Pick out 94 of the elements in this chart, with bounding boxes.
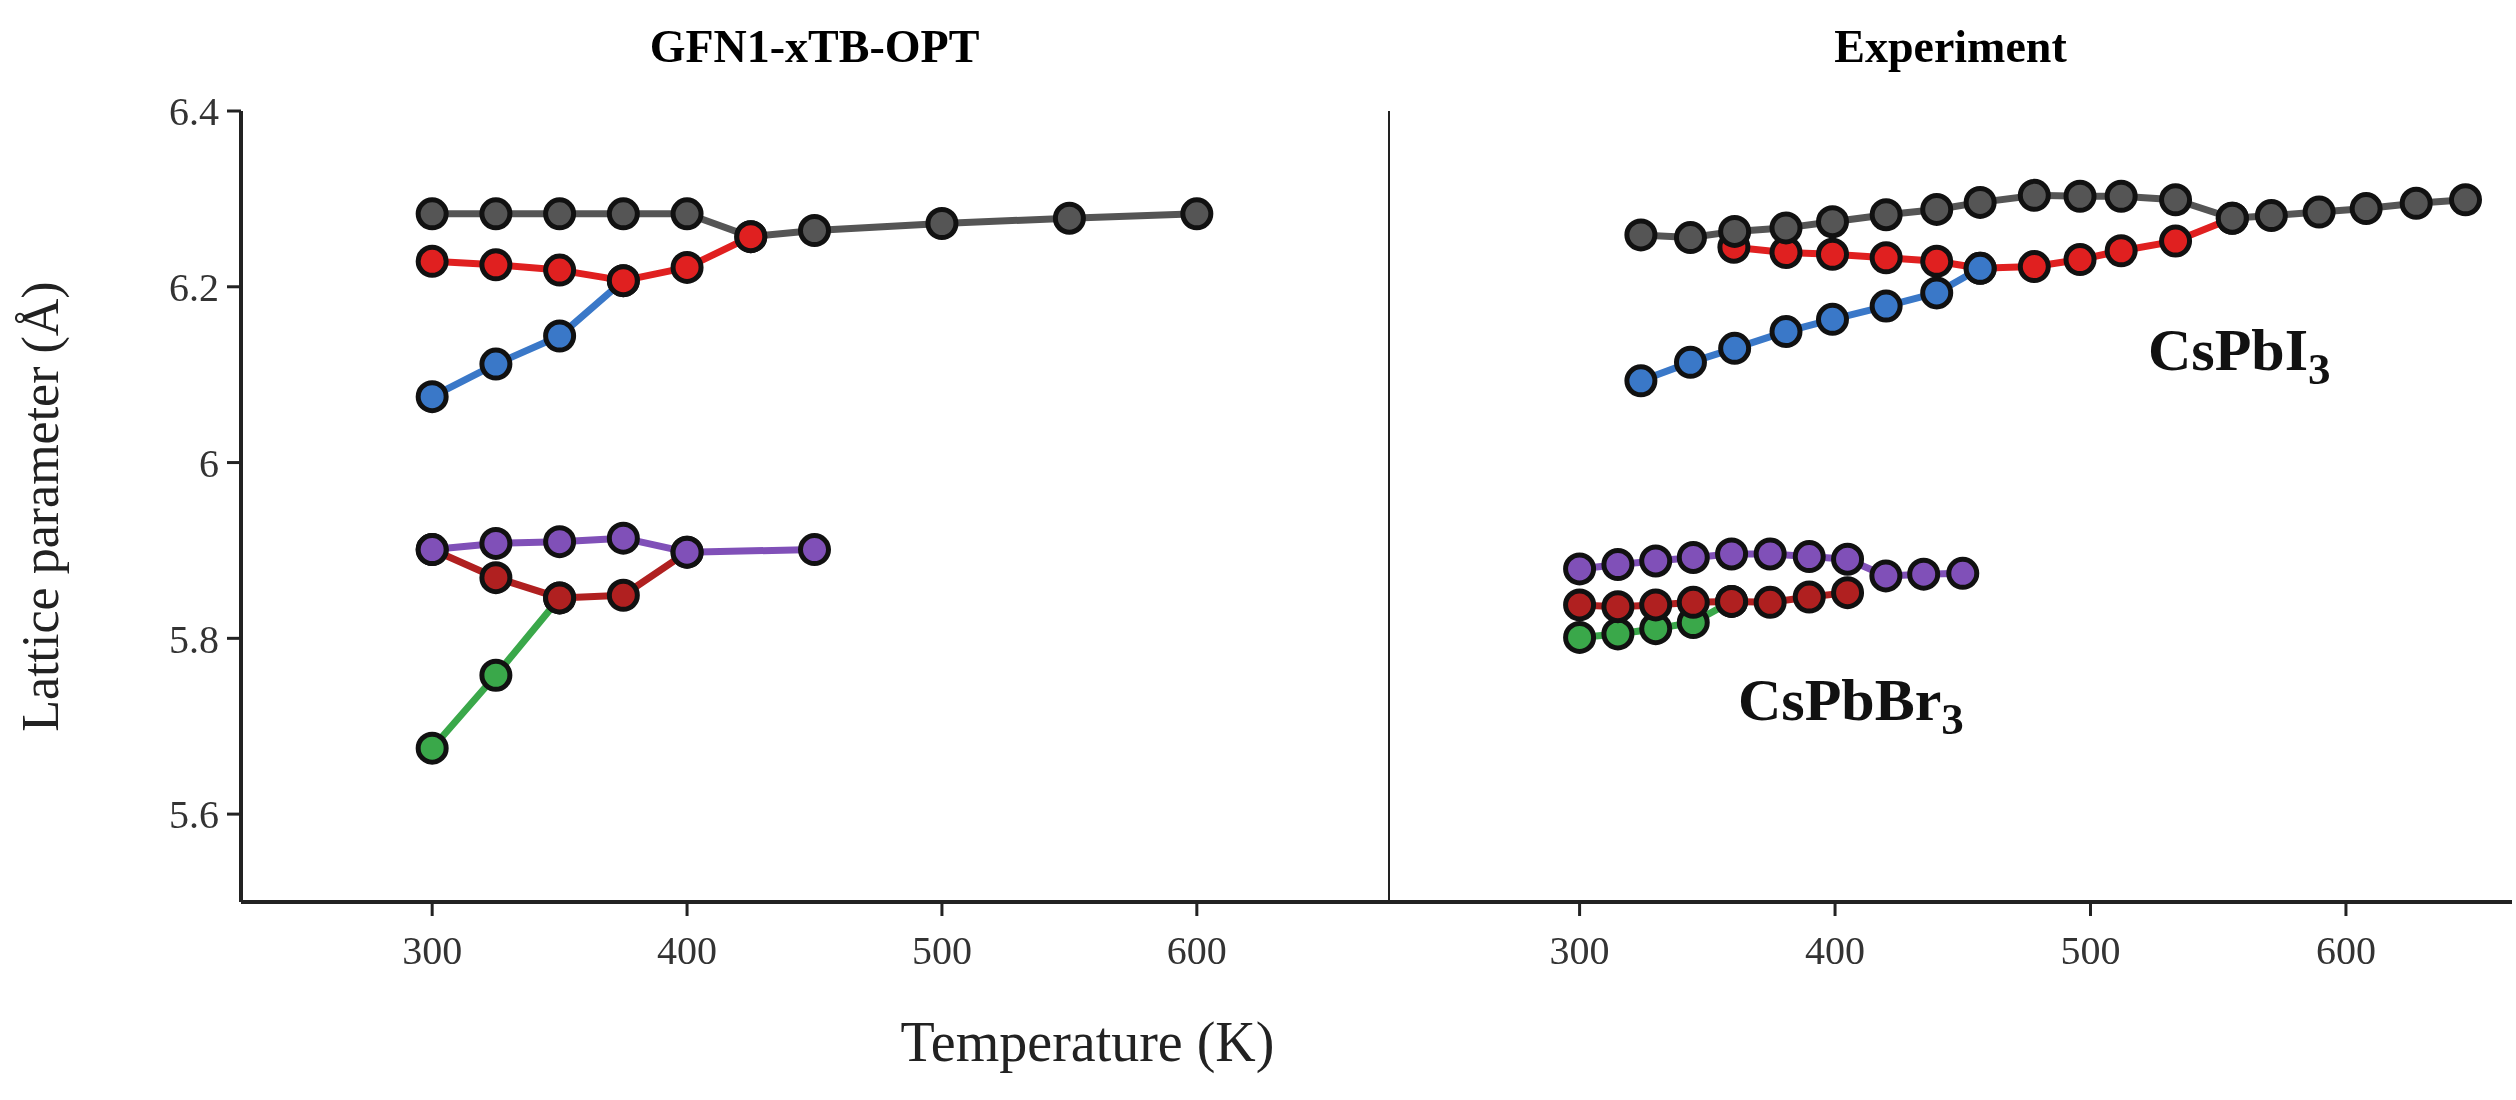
point [479, 658, 513, 692]
point [2017, 178, 2051, 212]
point [415, 380, 449, 414]
point [2399, 186, 2433, 220]
point [670, 197, 704, 231]
point [1563, 620, 1597, 654]
point [1715, 537, 1749, 571]
point [479, 526, 513, 560]
point [543, 319, 577, 353]
point [1792, 540, 1826, 574]
point [2302, 195, 2336, 229]
point [2017, 250, 2051, 284]
point [2254, 199, 2288, 233]
x-tick-label: 600 [2315, 928, 2376, 974]
point [1946, 556, 1980, 590]
annotation: CsPbI$_{3}$ [2148, 317, 2331, 394]
point [1180, 197, 1214, 231]
point [1920, 276, 1954, 310]
point [798, 214, 831, 248]
y-tick-label: 5.8 [169, 616, 219, 662]
point [1753, 585, 1787, 619]
point [479, 561, 513, 595]
point [1718, 214, 1752, 248]
point [2159, 183, 2193, 217]
x-tick-label: 600 [1166, 928, 1227, 974]
point [1563, 588, 1597, 622]
point [2449, 183, 2483, 217]
point [1753, 537, 1787, 571]
y-tick-label: 6.2 [169, 264, 219, 310]
point [2063, 243, 2097, 277]
x-tick-label: 400 [657, 928, 718, 974]
x-tick-label: 300 [1549, 928, 1610, 974]
point [1624, 218, 1658, 252]
x-axis-title: Temperature (K) [899, 1010, 1276, 1074]
point [606, 197, 640, 231]
point [1718, 331, 1752, 365]
point [1601, 590, 1635, 624]
x-tick-label: 500 [2060, 928, 2121, 974]
point [415, 731, 449, 765]
point [2159, 224, 2193, 258]
point [1769, 211, 1803, 245]
point [1920, 244, 1954, 278]
annotation: CsPbBr$_{3}$ [1738, 667, 1964, 744]
point [1769, 315, 1803, 349]
point [1963, 185, 1997, 219]
point [1815, 302, 1849, 336]
point [1920, 192, 1954, 226]
point [479, 248, 513, 282]
point [798, 533, 831, 567]
point [1676, 540, 1710, 574]
point [479, 347, 513, 381]
point [1639, 588, 1673, 622]
point [1792, 580, 1826, 614]
point [1869, 559, 1903, 593]
point [415, 244, 449, 278]
x-tick-label: 500 [911, 928, 972, 974]
chart-title: Experiment [1833, 20, 2068, 73]
point [1639, 544, 1673, 578]
point [606, 578, 640, 612]
x-tick-label: 300 [402, 928, 463, 974]
y-axis-title: Lattice parameter (Å) [12, 281, 71, 732]
point [2349, 192, 2383, 226]
point [1831, 542, 1865, 576]
point [1563, 552, 1597, 586]
point [925, 207, 959, 240]
point [1673, 345, 1707, 379]
y-tick-label: 5.6 [169, 792, 219, 838]
point [415, 197, 449, 231]
point [2063, 179, 2097, 213]
point [479, 197, 513, 231]
point [1624, 364, 1658, 398]
point [1869, 289, 1903, 323]
point [1869, 241, 1903, 275]
point [1052, 201, 1086, 235]
chart-title: GFN1-xTB-OPT [648, 20, 981, 73]
point [1601, 548, 1635, 582]
point [1815, 205, 1849, 239]
point [1869, 198, 1903, 232]
point [543, 525, 577, 559]
point [2104, 179, 2138, 213]
point [606, 521, 640, 555]
point [1676, 585, 1710, 619]
point [1673, 221, 1707, 255]
point [1815, 237, 1849, 271]
point [1907, 557, 1941, 591]
point [543, 253, 577, 287]
point [2104, 234, 2138, 268]
y-tick-label: 6 [199, 440, 219, 486]
x-tick-label: 400 [1805, 928, 1866, 974]
point [670, 250, 704, 284]
y-tick-label: 6.4 [169, 89, 219, 135]
point [1601, 617, 1635, 651]
point [543, 197, 577, 231]
point [1831, 576, 1865, 610]
